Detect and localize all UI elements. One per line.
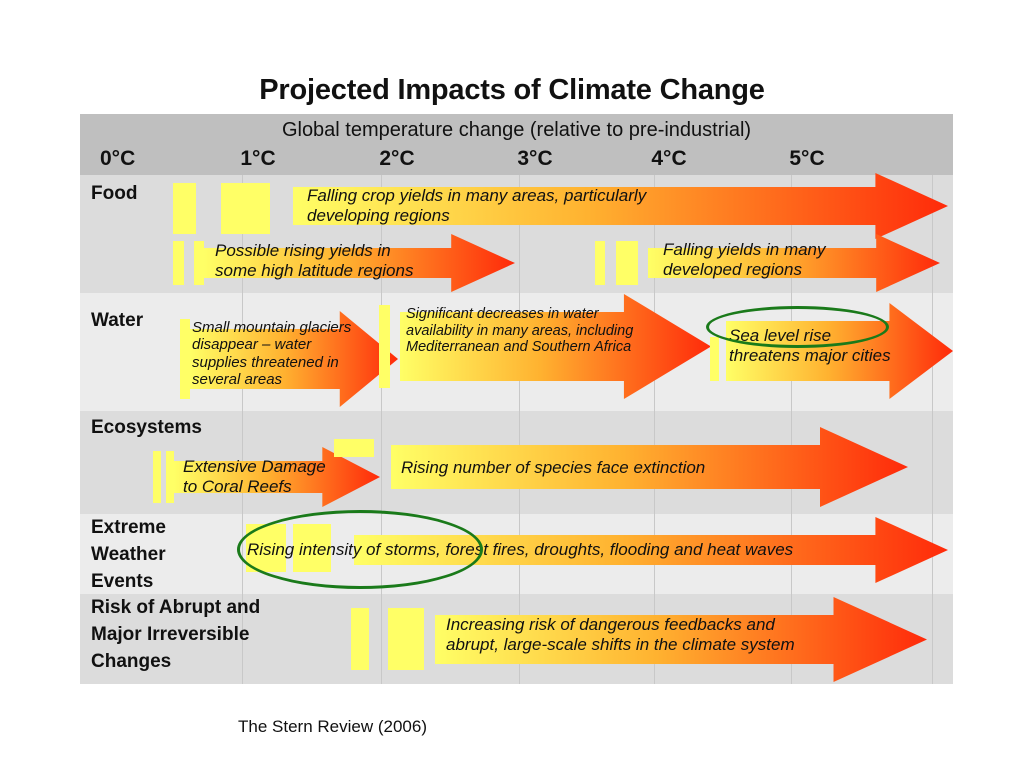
arrow-shape [400, 294, 711, 399]
impact-text-line: Increasing risk of dangerous feedbacks a… [446, 615, 775, 634]
impact-text-line: developing regions [307, 205, 450, 225]
yellow-bar [595, 241, 605, 285]
impact-text-line: supplies threatened in [192, 353, 339, 371]
row-label-extreme-line3: Events [91, 571, 154, 592]
impact-text-line: developed regions [663, 259, 802, 279]
row-label-extreme-line1: Extreme [91, 517, 166, 538]
tick-5c: 5°C [789, 147, 825, 170]
yellow-bar [194, 241, 204, 285]
yellow-bar [221, 183, 270, 234]
yellow-bar [616, 241, 638, 285]
arrow-shape [190, 311, 398, 407]
arrow-abrupt-changes [435, 597, 927, 682]
impact-rising-yields: Possible rising yields in some high lati… [215, 241, 413, 280]
yellow-bar [710, 337, 719, 381]
impact-coral-reefs: Extensive Damage to Coral Reefs [183, 457, 326, 496]
arrow-shape [391, 427, 908, 507]
impact-text-line: threatens major cities [729, 345, 891, 365]
arrow-extreme-weather [354, 517, 948, 583]
arrow-polygon [391, 427, 908, 507]
impact-text-line: Significant decreases in water [406, 306, 599, 322]
tick-2c: 2°C [379, 147, 415, 170]
gridline-3c [519, 175, 520, 684]
arrow-polygon [648, 234, 940, 292]
impact-text-line: Possible rising yields in [215, 241, 391, 260]
arrow-polygon [204, 234, 515, 292]
row-label-extreme-weather: Extreme Weather Events [91, 514, 166, 595]
arrow-shape [204, 234, 515, 292]
arrow-polygon [354, 517, 948, 583]
yellow-bar [351, 608, 369, 670]
impact-species-extinction: Rising number of species face extinction [401, 458, 706, 477]
highlight-circle-storms [237, 510, 483, 589]
impact-text-line: abrupt, large-scale shifts in the climat… [446, 634, 795, 654]
arrow-falling-crop-yields [293, 173, 948, 239]
arrow-shape [354, 517, 948, 583]
impact-text-line: Falling yields in many [663, 240, 826, 259]
impact-falling-yields-developed: Falling yields in many developed regions [663, 240, 826, 279]
gridline-6c [932, 175, 933, 684]
impact-text-line: Falling crop yields in many areas, parti… [307, 186, 647, 205]
tick-0c: 0°C [100, 147, 136, 170]
yellow-bar [153, 451, 161, 503]
yellow-bar [180, 319, 190, 399]
gridline-4c [654, 175, 655, 684]
impact-mountain-glaciers: Small mountain glaciers disappear – wate… [192, 319, 351, 388]
yellow-bar [334, 439, 374, 457]
row-label-abrupt-line3: Changes [91, 651, 172, 672]
tick-3c: 3°C [517, 147, 553, 170]
impact-text-line: to Coral Reefs [183, 476, 292, 496]
arrow-polygon [435, 597, 927, 682]
yellow-bar [379, 305, 390, 388]
row-label-abrupt-line1: Risk of Abrupt and [91, 597, 261, 618]
arrow-polygon [293, 173, 948, 239]
temperature-header [80, 114, 953, 175]
tick-1c: 1°C [240, 147, 276, 170]
row-label-extreme-line2: Weather [91, 544, 166, 565]
impacts-chart: Global temperature change (relative to p… [80, 114, 953, 684]
arrow-species-extinction [391, 427, 908, 507]
gridline-1c [242, 175, 243, 684]
impact-text-line: some high latitude regions [215, 260, 414, 280]
arrow-rising-yields [204, 234, 515, 292]
arrow-polygon [400, 294, 711, 399]
arrow-shape [648, 234, 940, 292]
row-label-water: Water [91, 310, 144, 331]
row-label-ecosystems: Ecosystems [91, 417, 202, 438]
impact-text-line: several areas [192, 370, 283, 388]
impact-text-line: Extensive Damage [183, 457, 326, 476]
arrow-coral-reefs [174, 447, 380, 507]
gridline-5c [791, 175, 792, 684]
tick-4c: 4°C [651, 147, 687, 170]
impact-text-line: Small mountain glaciers [192, 319, 352, 336]
impact-falling-crop-yields: Falling crop yields in many areas, parti… [307, 186, 646, 225]
row-label-abrupt-line2: Major Irreversible [91, 624, 250, 645]
arrow-polygon [190, 311, 398, 407]
yellow-bar [173, 183, 196, 234]
source-citation: The Stern Review (2006) [238, 717, 427, 736]
yellow-bar [173, 241, 184, 285]
impact-text-line: disappear – water [192, 336, 312, 354]
impact-text-line: availability in many areas, including [406, 322, 634, 339]
arrow-shape [293, 173, 948, 239]
row-label-abrupt-changes: Risk of Abrupt and Major Irreversible Ch… [91, 594, 260, 675]
arrow-shape [174, 447, 380, 507]
arrow-mountain-glaciers [190, 311, 398, 407]
header-caption: Global temperature change (relative to p… [281, 119, 752, 141]
yellow-bar [388, 608, 424, 670]
highlight-circle-sea-level [706, 306, 889, 348]
impact-feedbacks: Increasing risk of dangerous feedbacks a… [446, 615, 795, 654]
arrow-water-availability [400, 294, 711, 399]
gridline-2c [381, 175, 382, 684]
arrow-shape [435, 597, 927, 682]
arrow-polygon [174, 447, 380, 507]
impact-text-line: Mediterranean and Southern Africa [406, 339, 632, 356]
page-title: Projected Impacts of Climate Change [259, 74, 765, 106]
impact-water-availability: Significant decreases in water availabil… [406, 306, 633, 356]
arrow-falling-yields-developed [648, 234, 940, 292]
yellow-bar [166, 451, 174, 503]
row-label-food: Food [91, 183, 138, 204]
